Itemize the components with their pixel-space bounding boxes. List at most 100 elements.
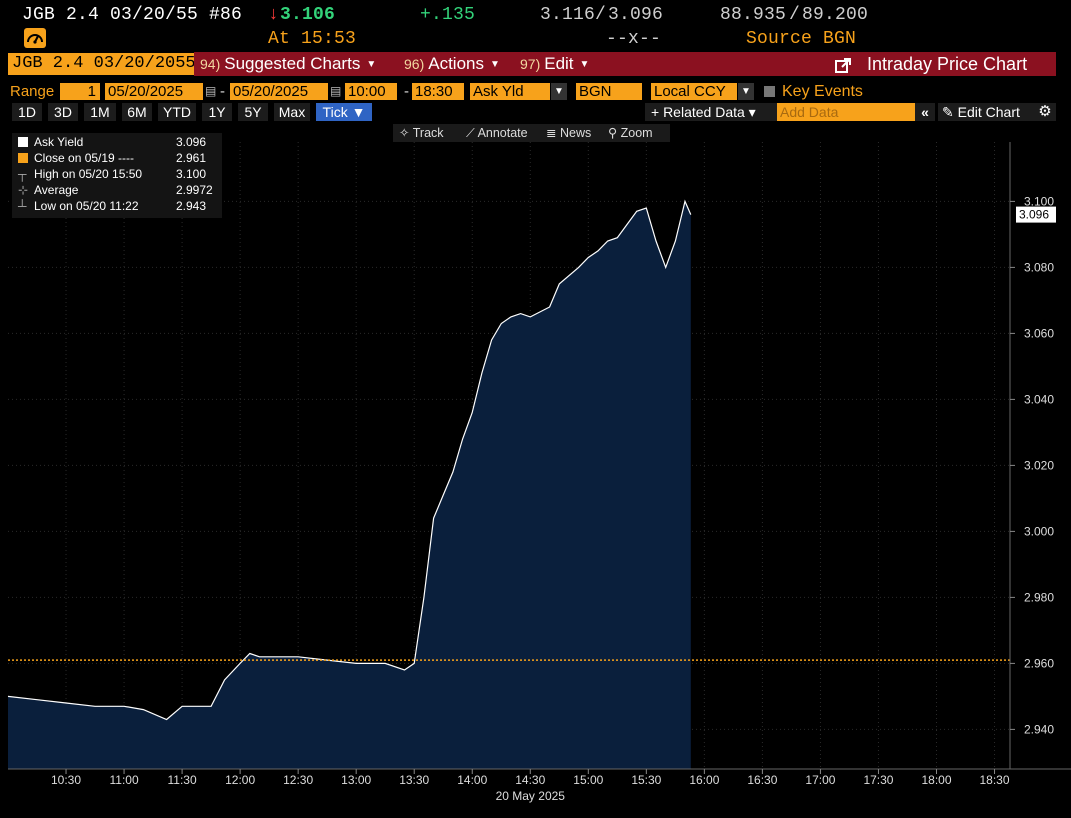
chevron-down-icon[interactable]: ▼ bbox=[551, 83, 567, 100]
currency-select[interactable]: Local CCY bbox=[651, 83, 737, 100]
y-tick-label: 2.940 bbox=[1024, 722, 1054, 736]
x-tick-label: 15:00 bbox=[573, 773, 603, 787]
related-data-button[interactable]: + Related Data ▾ bbox=[645, 103, 777, 121]
news-button[interactable]: ≣ News bbox=[540, 124, 608, 142]
legend-value: 2.961 bbox=[176, 151, 207, 165]
source-input[interactable]: BGN bbox=[576, 83, 642, 100]
legend-label: Low on 05/20 11:22 bbox=[34, 199, 139, 213]
period-3d-button[interactable]: 3D bbox=[48, 103, 78, 121]
legend-label: High on 05/20 15:50 bbox=[34, 167, 143, 181]
x-axis: 10:30 11:00 11:30 12:00 12:30 13:00 13:30 14:00… bbox=[8, 768, 1071, 787]
y-tick-label: 3.080 bbox=[1024, 260, 1054, 274]
news-icon: ≣ bbox=[546, 126, 557, 140]
key-events-label: Key Events bbox=[782, 83, 863, 100]
calendar-icon[interactable]: ▤ bbox=[205, 84, 217, 98]
legend-item-low[interactable]: ┴ Low on 05/20 11:22 2.943 bbox=[18, 198, 206, 214]
end-date-input[interactable]: 05/20/2025 bbox=[230, 83, 328, 100]
x-tick-label: 17:30 bbox=[863, 773, 893, 787]
period-max-button[interactable]: Max bbox=[274, 103, 310, 121]
y-tick-label: 3.060 bbox=[1024, 326, 1054, 340]
pencil-icon: ✎ bbox=[942, 104, 954, 120]
start-time-input[interactable]: 10:00 bbox=[345, 83, 397, 100]
security-name: JGB 2.4 03/20/55 #86 bbox=[22, 5, 243, 25]
legend-label: Average bbox=[34, 183, 79, 197]
suggested-charts-number: 94) bbox=[200, 56, 221, 72]
gear-icon[interactable]: ⚙ bbox=[1034, 103, 1056, 121]
chart-legend[interactable]: Ask Yield 3.096 Close on 05/19 ---- 2.96… bbox=[12, 133, 222, 218]
period-1y-button[interactable]: 1Y bbox=[202, 103, 232, 121]
legend-value: 3.100 bbox=[176, 167, 207, 181]
actions-button[interactable]: 96) Actions ▼ bbox=[398, 52, 516, 76]
high-marker-icon: ┬ bbox=[18, 167, 27, 181]
size-placeholder: --x-- bbox=[606, 29, 662, 49]
ask-yield: 3.096 bbox=[608, 5, 664, 25]
x-tick-label: 18:00 bbox=[921, 773, 951, 787]
ask-price: 89.200 bbox=[802, 5, 869, 25]
news-label: News bbox=[559, 126, 592, 140]
bid-yield: 3.116 bbox=[540, 5, 596, 25]
legend-value: 3.096 bbox=[176, 135, 207, 149]
period-6m-button[interactable]: 6M bbox=[122, 103, 152, 121]
edit-chart-button[interactable]: ✎ Edit Chart bbox=[938, 103, 1036, 121]
calendar-icon[interactable]: ▤ bbox=[330, 84, 342, 98]
start-date-input[interactable]: 05/20/2025 bbox=[105, 83, 203, 100]
actions-number: 96) bbox=[404, 56, 425, 72]
period-1m-button[interactable]: 1M bbox=[84, 103, 116, 121]
zoom-button[interactable]: ⚲ Zoom bbox=[604, 124, 670, 142]
yield-area bbox=[8, 201, 691, 769]
quote-time: At 15:53 bbox=[268, 29, 357, 49]
range-count-input[interactable]: 1 bbox=[60, 83, 100, 100]
intraday-chart[interactable]: 3.100 3.080 3.060 3.040 3.020 3.000 2.980 2.960… bbox=[0, 142, 1071, 818]
end-time-input[interactable]: 18:30 bbox=[412, 83, 464, 100]
period-5y-button[interactable]: 5Y bbox=[238, 103, 268, 121]
edit-label: Edit bbox=[544, 54, 574, 73]
collapse-double-chevron-icon[interactable]: « bbox=[915, 103, 935, 121]
y-tick-label: 2.960 bbox=[1024, 656, 1054, 670]
legend-item-ask-yield[interactable]: Ask Yield 3.096 bbox=[18, 134, 206, 150]
x-tick-label: 12:30 bbox=[283, 773, 313, 787]
price-separator: / bbox=[789, 5, 801, 25]
gauge-icon[interactable] bbox=[24, 28, 46, 48]
x-tick-label: 16:30 bbox=[747, 773, 777, 787]
legend-item-average[interactable]: ⊹ Average 2.9972 bbox=[18, 182, 213, 198]
x-tick-label: 14:30 bbox=[515, 773, 545, 787]
zoom-magnifier-icon: ⚲ bbox=[608, 126, 618, 140]
period-1d-button[interactable]: 1D bbox=[12, 103, 42, 121]
date-range-dash: - bbox=[220, 83, 225, 100]
track-button[interactable]: ✧ Track bbox=[393, 124, 473, 142]
chevron-down-icon[interactable]: ▼ bbox=[738, 83, 754, 100]
y-tick-label: 2.980 bbox=[1024, 590, 1054, 604]
actions-label: Actions bbox=[428, 54, 484, 73]
annotate-button[interactable]: ⟋ Annotate bbox=[462, 124, 542, 142]
bid-ask-separator: / bbox=[595, 5, 607, 25]
legend-item-high[interactable]: ┬ High on 05/20 15:50 3.100 bbox=[18, 166, 206, 182]
y-axis: 3.100 3.080 3.060 3.040 3.020 3.000 2.980 2.960… bbox=[1009, 142, 1056, 769]
suggested-charts-button[interactable]: 94) Suggested Charts ▼ bbox=[194, 52, 400, 76]
zoom-label: Zoom bbox=[620, 126, 653, 140]
legend-item-prior-close[interactable]: Close on 05/19 ---- 2.961 bbox=[18, 150, 206, 166]
y-tick-label: 3.040 bbox=[1024, 392, 1054, 406]
key-events-checkbox[interactable] bbox=[764, 86, 775, 97]
x-tick-label: 14:00 bbox=[457, 773, 487, 787]
launch-external-icon[interactable] bbox=[834, 52, 852, 76]
time-range-dash: - bbox=[404, 83, 409, 100]
x-tick-label: 17:00 bbox=[805, 773, 835, 787]
edit-number: 97) bbox=[520, 56, 541, 72]
ticker-input[interactable]: JGB 2.4 03/20/2055 bbox=[8, 53, 196, 75]
x-axis-date-label: 20 May 2025 bbox=[496, 789, 566, 803]
x-tick-label: 13:00 bbox=[341, 773, 371, 787]
crosshair-icon: ✧ bbox=[399, 126, 410, 140]
chevron-down-icon: ▼ bbox=[579, 58, 590, 70]
period-ytd-button[interactable]: YTD bbox=[158, 103, 196, 121]
average-marker-icon: ⊹ bbox=[18, 183, 29, 197]
chevron-down-icon: ▼ bbox=[489, 58, 500, 70]
annotate-label: Annotate bbox=[477, 126, 528, 140]
suggested-charts-label: Suggested Charts bbox=[224, 54, 361, 73]
tick-dropdown[interactable]: Tick ▼ bbox=[316, 103, 372, 121]
last-value-tag bbox=[1016, 206, 1056, 223]
edit-button[interactable]: 97) Edit ▼ bbox=[514, 52, 602, 76]
field-select[interactable]: Ask Yld bbox=[470, 83, 550, 100]
x-tick-label: 16:00 bbox=[689, 773, 719, 787]
add-data-input[interactable]: Add Data bbox=[777, 103, 916, 121]
chart-title-bar: Intraday Price Chart bbox=[600, 52, 1056, 76]
